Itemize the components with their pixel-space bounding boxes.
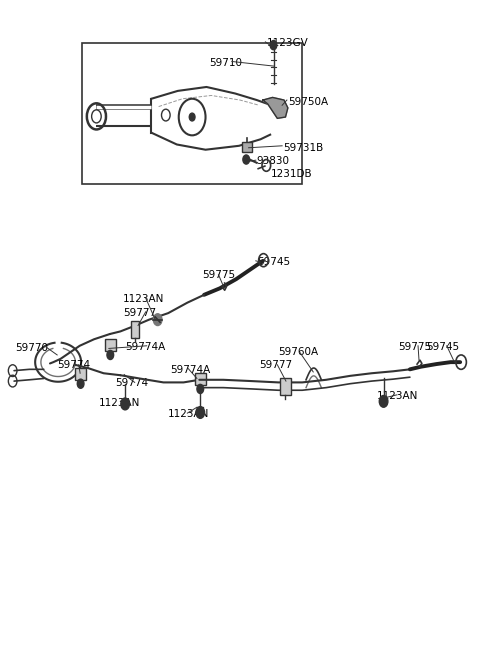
Circle shape (196, 407, 204, 419)
Bar (131, 321, 140, 338)
Text: 59777: 59777 (123, 308, 156, 318)
Bar (82, 43, 302, 183)
Circle shape (154, 314, 162, 326)
Text: 1123GV: 1123GV (266, 38, 308, 48)
Text: 59770: 59770 (15, 343, 48, 354)
Text: 59777: 59777 (259, 360, 292, 371)
Text: 59775: 59775 (202, 271, 235, 280)
Bar (280, 378, 291, 395)
Text: 59745: 59745 (257, 257, 290, 267)
Text: 1231DB: 1231DB (271, 169, 313, 179)
Text: 59774A: 59774A (125, 342, 166, 352)
Circle shape (77, 379, 84, 388)
Text: 59774: 59774 (116, 378, 149, 388)
Text: 93830: 93830 (257, 156, 290, 166)
Circle shape (243, 155, 250, 164)
Text: 59775: 59775 (398, 342, 431, 352)
Bar (105, 339, 116, 351)
Text: 1123AN: 1123AN (99, 398, 140, 407)
Circle shape (270, 41, 277, 50)
Text: 59774A: 59774A (170, 365, 211, 375)
Text: 59710: 59710 (209, 58, 242, 67)
Bar (195, 373, 205, 385)
Text: 59745: 59745 (427, 342, 460, 352)
Circle shape (379, 396, 388, 407)
Bar (75, 368, 86, 380)
Text: 59731B: 59731B (283, 143, 324, 153)
Text: 1123AN: 1123AN (168, 409, 210, 419)
Circle shape (121, 398, 130, 410)
Circle shape (189, 113, 195, 121)
Text: 59760A: 59760A (278, 347, 318, 358)
Circle shape (197, 384, 204, 394)
Text: 1123AN: 1123AN (123, 294, 164, 305)
Text: 1123AN: 1123AN (376, 391, 418, 401)
Polygon shape (263, 98, 288, 119)
Circle shape (107, 350, 114, 360)
Text: 59750A: 59750A (288, 97, 328, 107)
Text: 59774: 59774 (57, 360, 90, 371)
Bar (242, 142, 252, 152)
